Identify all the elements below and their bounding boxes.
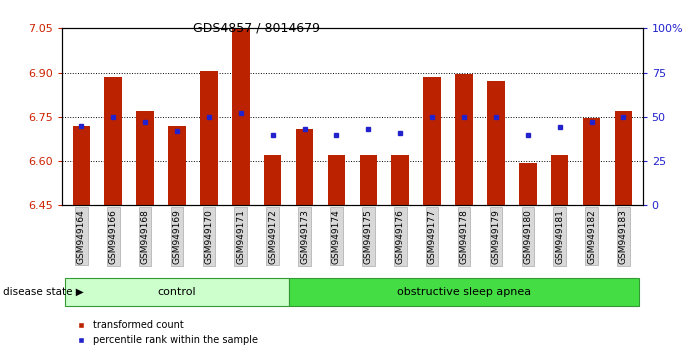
Bar <box>296 129 313 205</box>
Text: GSM949178: GSM949178 <box>460 209 468 264</box>
Bar <box>551 155 569 205</box>
Bar <box>136 111 154 205</box>
Bar <box>487 81 504 205</box>
Text: disease state ▶: disease state ▶ <box>3 287 84 297</box>
Bar <box>328 155 346 205</box>
Text: GSM949169: GSM949169 <box>173 209 182 264</box>
Text: control: control <box>158 287 196 297</box>
Text: GSM949168: GSM949168 <box>140 209 150 264</box>
Text: GSM949175: GSM949175 <box>364 209 373 264</box>
Text: GSM949170: GSM949170 <box>205 209 214 264</box>
Bar <box>615 111 632 205</box>
Text: GSM949179: GSM949179 <box>491 209 500 264</box>
Bar <box>66 278 289 306</box>
Text: GSM949180: GSM949180 <box>523 209 532 264</box>
Bar <box>232 28 249 205</box>
Bar <box>583 118 600 205</box>
Text: GSM949166: GSM949166 <box>108 209 117 264</box>
Text: GSM949174: GSM949174 <box>332 209 341 264</box>
Bar <box>168 126 186 205</box>
Text: GDS4857 / 8014679: GDS4857 / 8014679 <box>193 21 321 34</box>
Bar <box>424 77 441 205</box>
Text: GSM949176: GSM949176 <box>396 209 405 264</box>
Bar <box>104 77 122 205</box>
Bar <box>519 162 537 205</box>
Text: GSM949172: GSM949172 <box>268 209 277 264</box>
Text: GSM949171: GSM949171 <box>236 209 245 264</box>
Text: obstructive sleep apnea: obstructive sleep apnea <box>397 287 531 297</box>
Bar <box>392 155 409 205</box>
Text: GSM949177: GSM949177 <box>428 209 437 264</box>
Text: GSM949182: GSM949182 <box>587 209 596 264</box>
Legend: transformed count, percentile rank within the sample: transformed count, percentile rank withi… <box>67 316 262 349</box>
Text: GSM949181: GSM949181 <box>555 209 565 264</box>
Bar <box>264 155 281 205</box>
Bar <box>200 71 218 205</box>
Text: GSM949183: GSM949183 <box>619 209 628 264</box>
Bar <box>289 278 639 306</box>
Bar <box>455 74 473 205</box>
Text: GSM949164: GSM949164 <box>77 209 86 264</box>
Bar <box>359 155 377 205</box>
Bar <box>73 126 90 205</box>
Text: GSM949173: GSM949173 <box>300 209 309 264</box>
